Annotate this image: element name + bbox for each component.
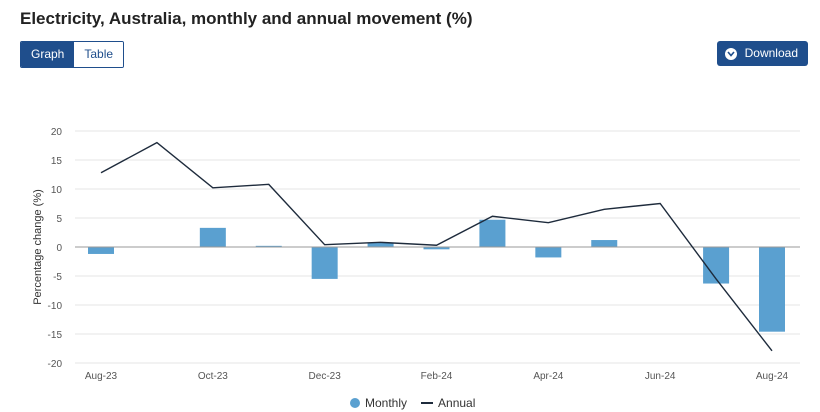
bar-monthly[interactable] [703, 247, 730, 284]
bar-monthly[interactable] [88, 247, 114, 254]
x-tick-label: Aug-23 [85, 371, 118, 382]
annual-line [100, 141, 773, 352]
chevron-down-icon [724, 47, 737, 60]
tab-graph[interactable]: Graph [21, 42, 75, 67]
download-button[interactable]: Download [716, 41, 808, 66]
bar-monthly[interactable] [311, 247, 338, 279]
y-axis-label: Percentage change (%) [32, 189, 44, 305]
legend-item-annual[interactable]: Annual [421, 396, 475, 410]
x-tick-label: Aug-24 [756, 371, 789, 382]
bar-monthly[interactable] [423, 247, 450, 250]
y-tick-label: -20 [48, 359, 63, 370]
x-tick-label: Dec-23 [309, 371, 342, 382]
y-tick-label: 0 [56, 243, 62, 254]
tab-table[interactable]: Table [74, 42, 124, 67]
y-tick-label: 15 [51, 156, 63, 167]
bar-monthly[interactable] [255, 245, 282, 247]
bar-monthly[interactable] [367, 242, 394, 247]
bar-monthly[interactable] [535, 247, 562, 258]
x-axis-ticks: Aug-23 Oct-23 Dec-23 Feb-24 Apr-24 Jun-24 Aug-… [85, 371, 789, 382]
x-tick-label: Apr-24 [533, 371, 563, 382]
download-label: Download [744, 46, 798, 60]
bar-monthly[interactable] [479, 219, 506, 247]
bar-monthly[interactable] [199, 227, 226, 247]
legend-monthly-label: Monthly [365, 396, 408, 410]
view-toggle: Graph Table [20, 41, 125, 68]
y-tick-label: 5 [56, 214, 62, 225]
y-tick-label: 10 [51, 185, 63, 196]
page-title: Electricity, Australia, monthly and annu… [20, 9, 473, 28]
x-tick-label: Oct-23 [198, 371, 228, 382]
y-tick-label: 20 [51, 127, 63, 138]
monthly-bars [88, 219, 785, 332]
legend-item-monthly[interactable]: Monthly [350, 396, 407, 410]
legend-annual-swatch [421, 402, 434, 404]
y-tick-label: -10 [48, 301, 63, 312]
gridlines [75, 130, 800, 364]
y-axis-ticks: 20 15 10 5 0 -5 -10 -15 -20 [48, 127, 63, 370]
legend-monthly-swatch [350, 398, 360, 408]
y-tick-label: -5 [53, 272, 62, 283]
y-tick-label: -15 [48, 330, 63, 341]
legend-annual-label: Annual [438, 396, 476, 410]
x-tick-label: Jun-24 [645, 371, 676, 382]
x-tick-label: Feb-24 [421, 371, 453, 382]
bar-monthly[interactable] [759, 247, 785, 332]
bar-monthly[interactable] [591, 240, 618, 247]
legend: Monthly Annual [350, 396, 475, 410]
